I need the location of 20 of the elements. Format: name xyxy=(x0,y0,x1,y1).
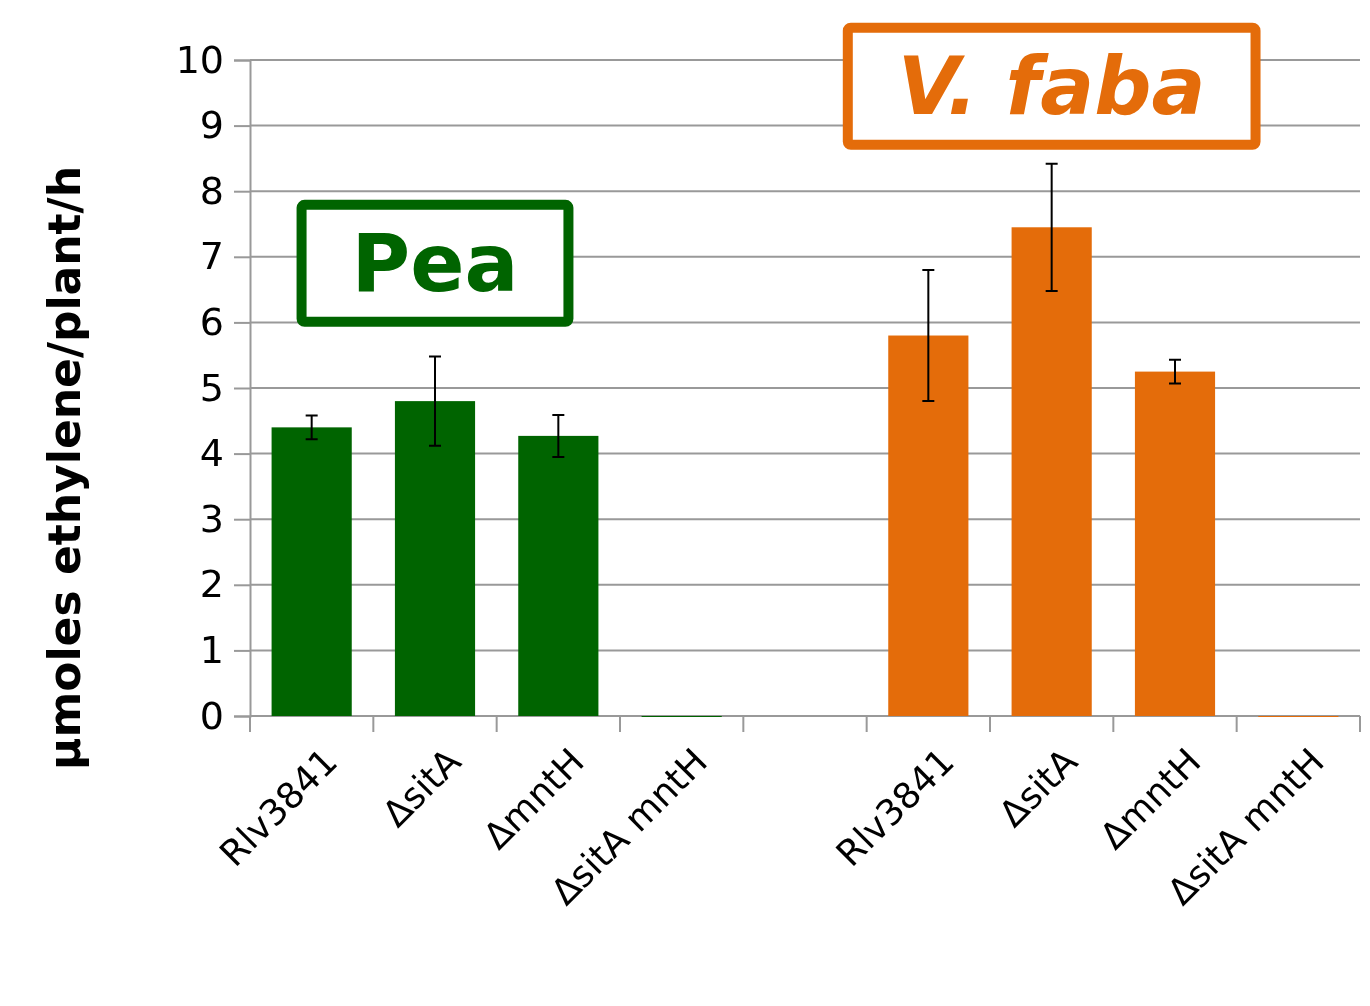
annotation: V. faba xyxy=(897,39,1206,133)
bar xyxy=(1134,371,1216,716)
annotation: Pea xyxy=(351,216,519,310)
y-tick-label: 7 xyxy=(199,234,224,279)
bar xyxy=(271,427,352,716)
y-tick-label: 2 xyxy=(199,562,224,607)
y-tick-label: 0 xyxy=(199,693,224,738)
y-tick-label: 1 xyxy=(199,628,224,673)
y-tick-label: 9 xyxy=(199,103,224,148)
bar xyxy=(394,401,476,716)
y-tick-label: 4 xyxy=(199,431,224,476)
y-tick-label: 3 xyxy=(199,496,224,541)
y-axis-title: µmoles ethylene/plant/h xyxy=(39,166,90,770)
y-tick-label: 5 xyxy=(199,365,224,410)
y-tick-label: 10 xyxy=(175,37,224,82)
bar xyxy=(1011,227,1092,716)
y-tick-label: 8 xyxy=(199,168,224,213)
y-tick-label: 6 xyxy=(199,300,224,345)
bar xyxy=(518,435,599,716)
bar xyxy=(888,335,969,716)
